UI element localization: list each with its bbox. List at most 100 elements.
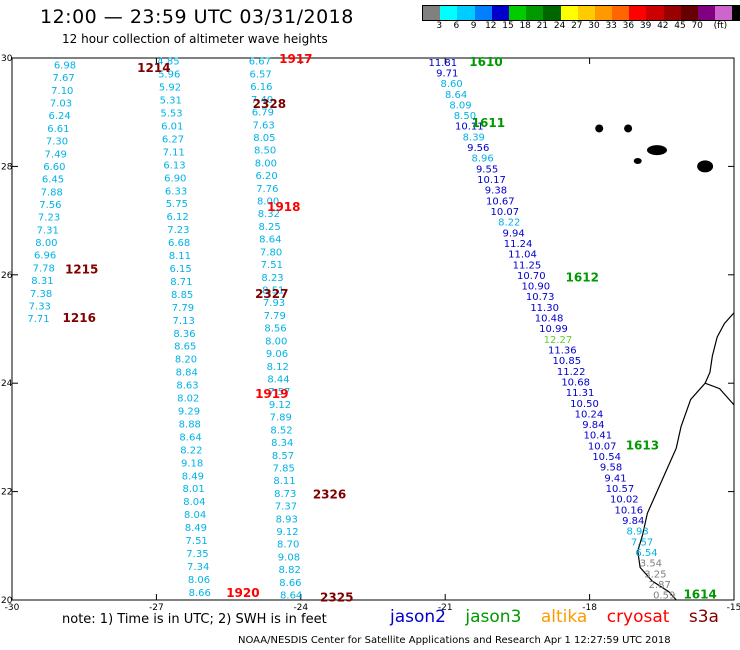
swh-value: 9.56: [467, 143, 489, 154]
swh-value: 6.20: [255, 171, 277, 182]
swh-value: 10.11: [455, 122, 484, 133]
swh-value: 8.04: [183, 497, 205, 508]
swh-value: 8.93: [276, 514, 298, 525]
colorbar-tick: 30: [588, 21, 600, 31]
swh-value: 11.24: [504, 239, 533, 250]
colorbar-tick: (ft): [713, 21, 728, 31]
island: [633, 157, 642, 164]
credit-line: NOAA/NESDIS Center for Satellite Applica…: [238, 635, 671, 646]
swh-value: 7.80: [260, 247, 282, 258]
swh-value: 10.54: [592, 452, 621, 463]
swh-value: 5.31: [160, 96, 182, 107]
time-label-1917: 1917: [279, 52, 312, 66]
swh-value: 11.04: [508, 250, 537, 261]
time-label-1612: 1612: [566, 271, 599, 285]
time-label-1614: 1614: [683, 588, 716, 602]
colorbar-swatch: [698, 6, 716, 20]
swh-value: 9.94: [503, 228, 525, 239]
swh-value: 6.79: [252, 108, 274, 119]
swh-value: 8.00: [255, 158, 277, 169]
swh-value: 7.71: [27, 314, 49, 325]
swh-value: 6.68: [168, 238, 190, 249]
colorbar-swatch: [474, 6, 492, 20]
colorbar-tick: 3: [436, 21, 443, 31]
swh-value: 9.29: [178, 406, 200, 417]
time-label-1611: 1611: [472, 116, 505, 130]
y-tick-label: 22: [1, 488, 12, 498]
swh-value: 8.64: [280, 591, 302, 602]
swh-value: 8.60: [441, 79, 463, 90]
swh-value: 8.00: [265, 336, 287, 347]
swh-value: 9.58: [600, 463, 622, 474]
time-label-2328: 2328: [253, 97, 286, 111]
colorbar-tick: 15: [502, 21, 514, 31]
swh-value: 7.63: [252, 120, 274, 131]
swh-value: 9.18: [181, 458, 203, 469]
colorbar-swatch: [663, 6, 681, 20]
swh-value: 8.51: [262, 286, 284, 297]
swh-value: 7.34: [187, 562, 209, 573]
time-label-1216: 1216: [63, 311, 96, 325]
colorbar-tick: 21: [536, 21, 549, 31]
swh-value: 9.08: [278, 552, 300, 563]
swh-value: 6.57: [249, 69, 271, 80]
swh-value: 8.11: [273, 476, 295, 487]
time-label-1918: 1918: [267, 200, 300, 214]
swh-value: 8.63: [176, 381, 198, 392]
swh-value: 12.27: [544, 335, 573, 346]
colorbar-tick: 33: [605, 21, 617, 31]
swh-value: 8.96: [472, 154, 494, 165]
swh-value: 11.36: [548, 345, 577, 356]
swh-value: 7.38: [30, 289, 52, 300]
swh-value: 6.15: [170, 264, 192, 275]
swh-value: 3.25: [644, 569, 666, 580]
swh-value: 8.20: [175, 355, 197, 366]
legend-cryosat: cryosat: [606, 607, 670, 627]
legend-jason3: jason3: [465, 607, 522, 627]
swh-value: 10.41: [583, 431, 612, 442]
swh-value: 8.22: [498, 218, 520, 229]
swh-value: 10.90: [521, 282, 550, 293]
swh-value: 8.93: [627, 527, 649, 538]
time-label-1919: 1919: [255, 387, 288, 401]
map-subtitle: 12 hour collection of altimeter wave hei…: [62, 32, 328, 46]
y-tick-label: 24: [1, 379, 13, 389]
colorbar-tick: 70: [691, 21, 703, 31]
swh-value: 7.79: [172, 303, 194, 314]
swh-value: 7.51: [261, 260, 283, 271]
africa-coastline: [637, 382, 735, 601]
x-tick-label: -27: [149, 603, 164, 613]
footnote: note: 1) Time is in UTC; 2) SWH is in fe…: [62, 612, 327, 627]
swh-value: 8.49: [185, 523, 207, 534]
swh-value: 8.25: [258, 222, 280, 233]
colorbar-tick-labels: 3 6 9 12 15 18 21 24 27 30 33 36 39 42 45 70 (ft): [422, 21, 740, 35]
colorbar-tick: 18: [519, 21, 531, 31]
colorbar-swatch: [732, 6, 740, 20]
swh-value: 6.27: [162, 134, 184, 145]
swh-value: 10.68: [561, 377, 590, 388]
swh-value: 7.89: [270, 413, 292, 424]
y-tick-label: 20: [1, 596, 13, 606]
swh-value: 7.03: [50, 99, 72, 110]
colorbar-tick: 9: [470, 21, 477, 31]
swh-value: 8.66: [279, 578, 301, 589]
swh-value: 8.84: [176, 368, 198, 379]
swh-value: 9.55: [476, 164, 498, 175]
swh-value: 9.12: [276, 527, 298, 538]
swh-value: 6.54: [635, 548, 657, 559]
colorbar-tick: 39: [639, 21, 652, 31]
x-tick-label: -18: [582, 603, 597, 613]
colorbar-swatch: [560, 6, 578, 20]
swh-value: 6.96: [34, 251, 56, 262]
track-jason2-3: 11.819.718.608.648.098.5010.118.399.568.…: [428, 58, 675, 602]
swh-value: 8.64: [445, 90, 467, 101]
swh-value: 8.70: [277, 540, 299, 551]
swh-value: 6.90: [164, 173, 186, 184]
swh-value: 8.31: [31, 276, 53, 287]
track-s3a-1: 4.85 5.96 5.92 5.31 5.536.01 6.27 7.11 6.13 6.90…: [157, 57, 211, 599]
swh-value: 5.53: [160, 109, 182, 120]
swh-value: 7.37: [275, 502, 297, 513]
swh-value: 8.22: [180, 445, 202, 456]
colorbar-tick: 45: [674, 21, 686, 31]
